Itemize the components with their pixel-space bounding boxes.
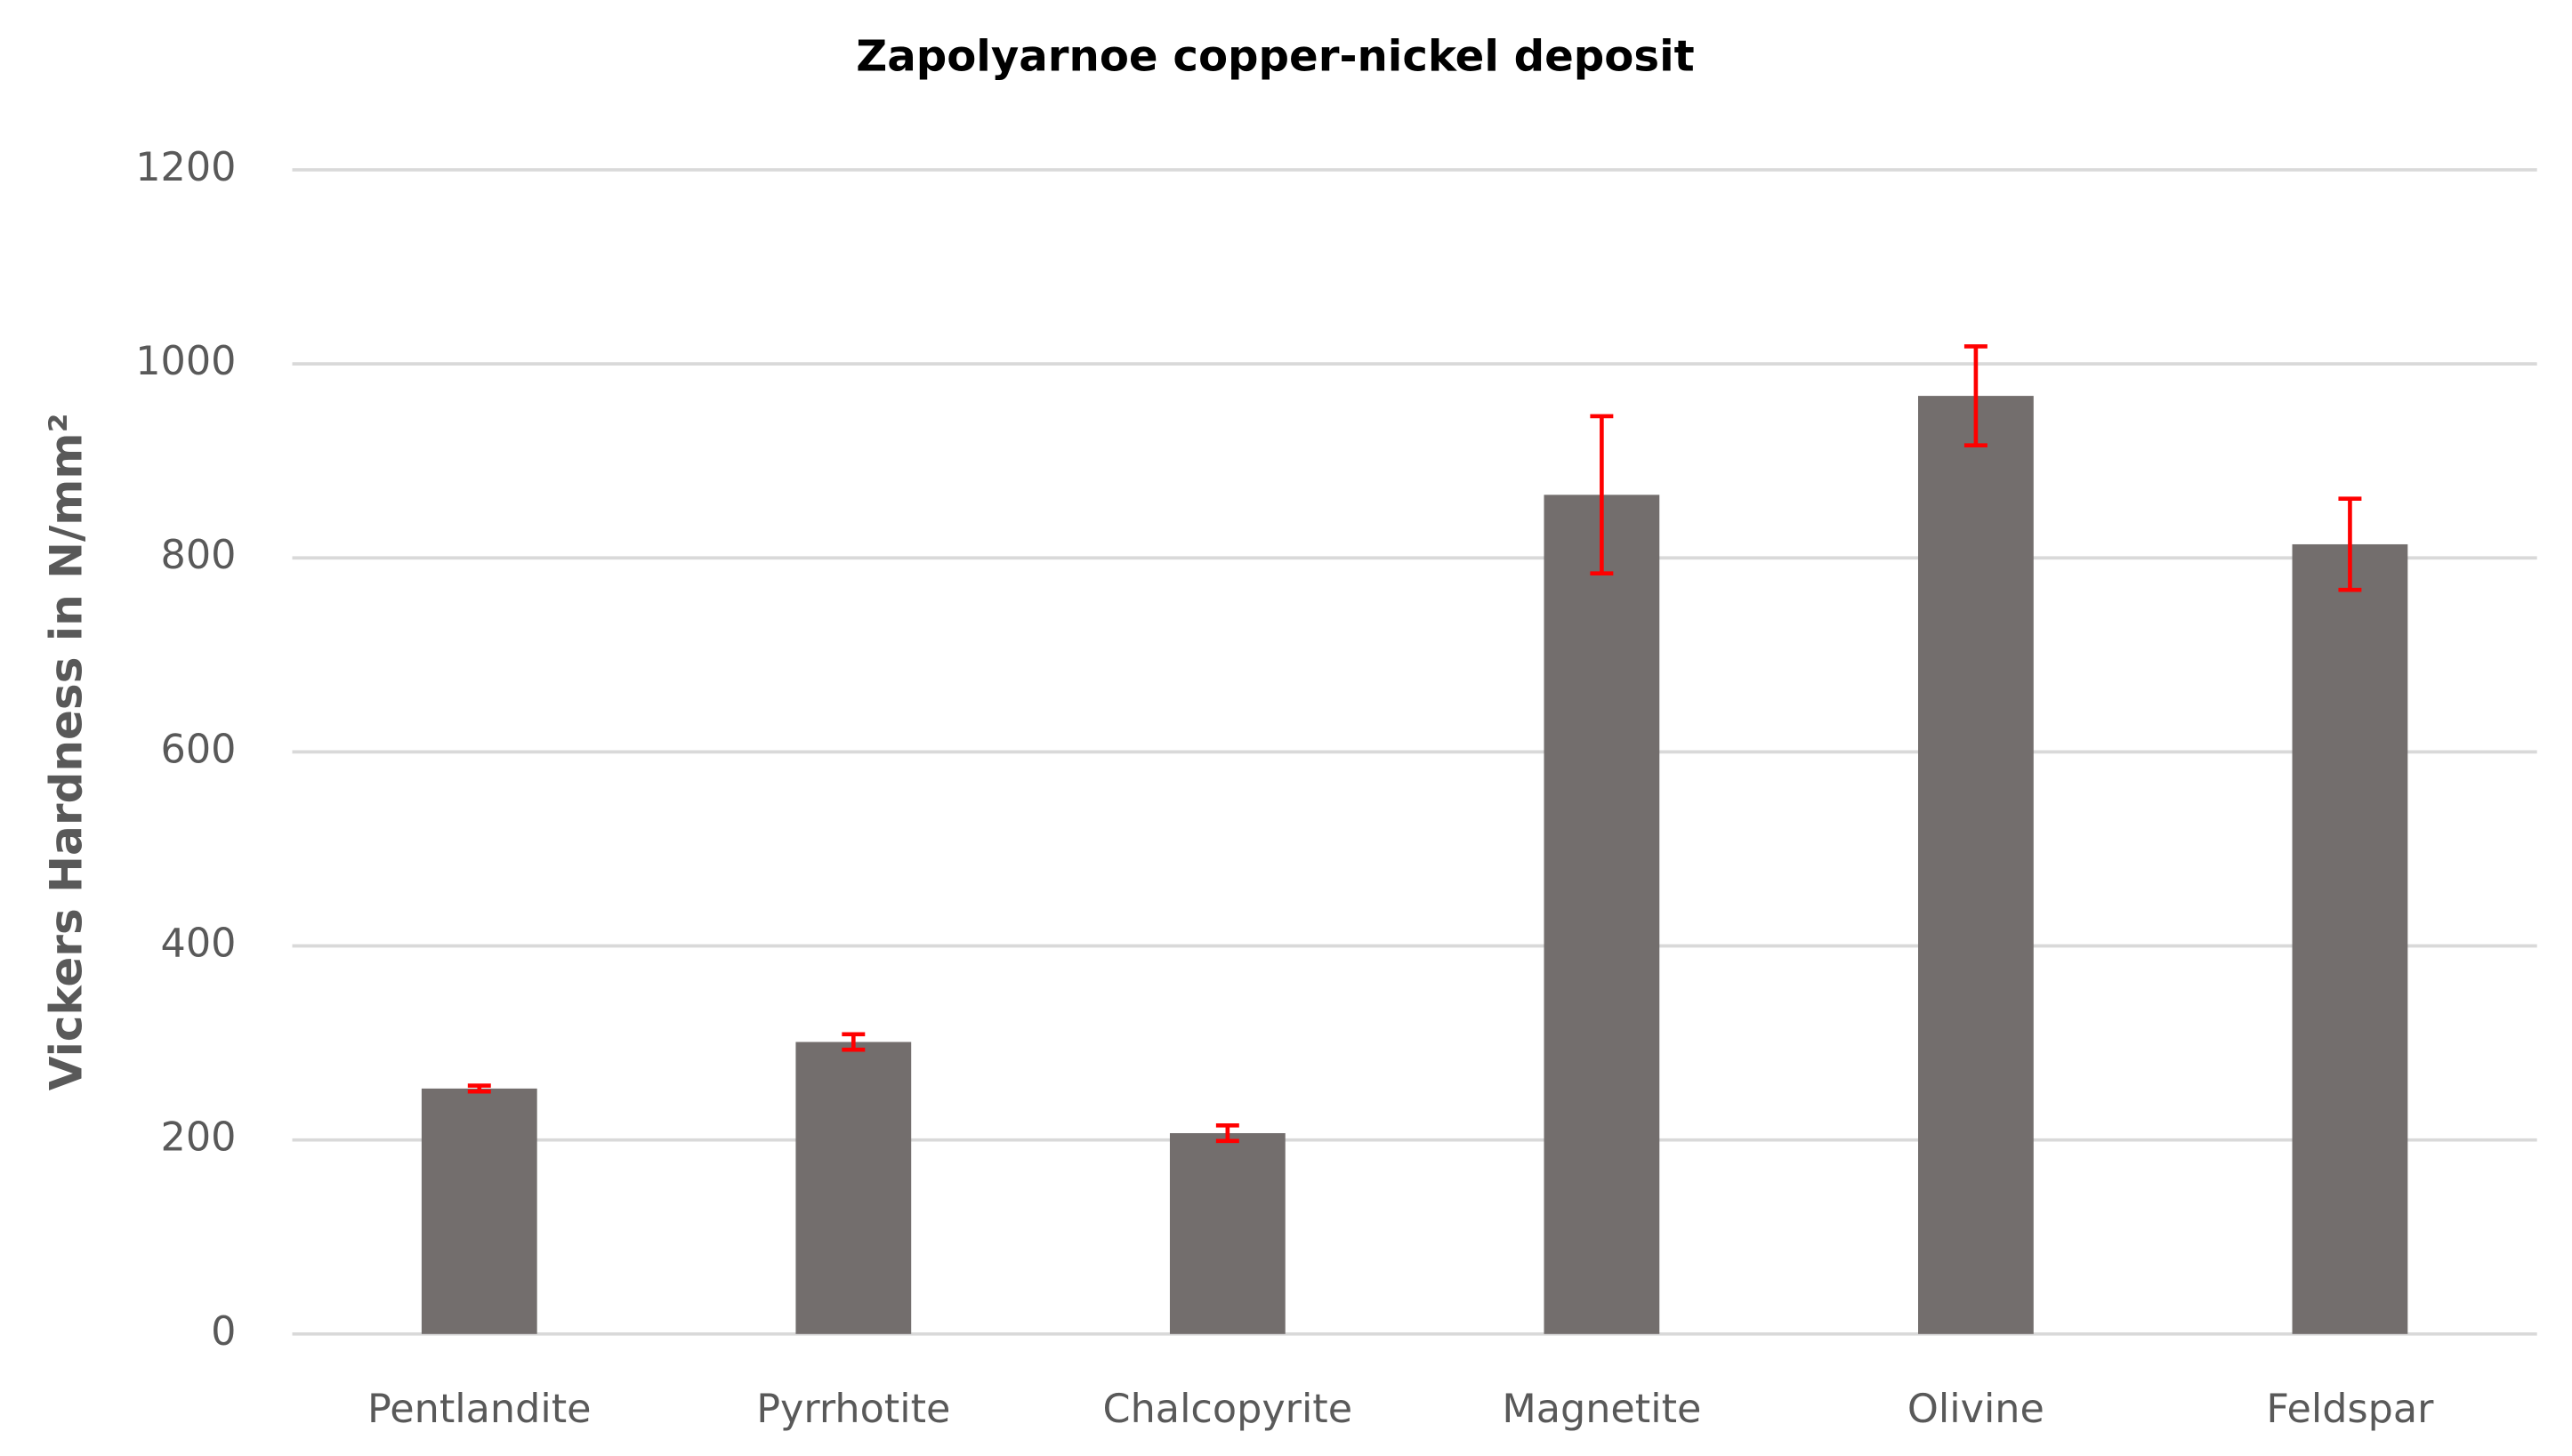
bar — [421, 1088, 537, 1334]
bar — [795, 1042, 912, 1334]
x-tick-label: Pentlandite — [367, 1387, 591, 1432]
y-tick-label: 1200 — [135, 145, 236, 190]
y-axis-label: Vickers Hardness in N/mm² — [41, 413, 93, 1090]
error-bar — [1963, 344, 1987, 448]
bar — [1918, 396, 2034, 1334]
error-bar — [2338, 496, 2362, 592]
error-bar — [1590, 414, 1614, 576]
y-tick-label: 400 — [161, 921, 237, 967]
error-bar — [842, 1032, 866, 1052]
x-tick-label: Magnetite — [1502, 1387, 1701, 1432]
bar — [1169, 1133, 1286, 1334]
x-tick-label: Olivine — [1907, 1387, 2044, 1432]
y-tick-label: 200 — [161, 1115, 237, 1161]
y-tick-label: 0 — [211, 1309, 236, 1355]
bar — [2292, 543, 2408, 1334]
chart-title: Zapolyarnoe copper-nickel deposit — [856, 32, 1694, 82]
bar — [1544, 495, 1660, 1334]
x-tick-label: Chalcopyrite — [1103, 1387, 1353, 1432]
y-tick-label: 600 — [161, 727, 237, 772]
y-tick-label: 800 — [161, 533, 237, 578]
error-bar — [467, 1083, 491, 1094]
x-tick-label: Pyrrhotite — [756, 1387, 950, 1432]
y-tick-label: 1000 — [135, 339, 236, 384]
x-tick-label: Feldspar — [2266, 1387, 2434, 1432]
error-bar — [1215, 1122, 1239, 1144]
